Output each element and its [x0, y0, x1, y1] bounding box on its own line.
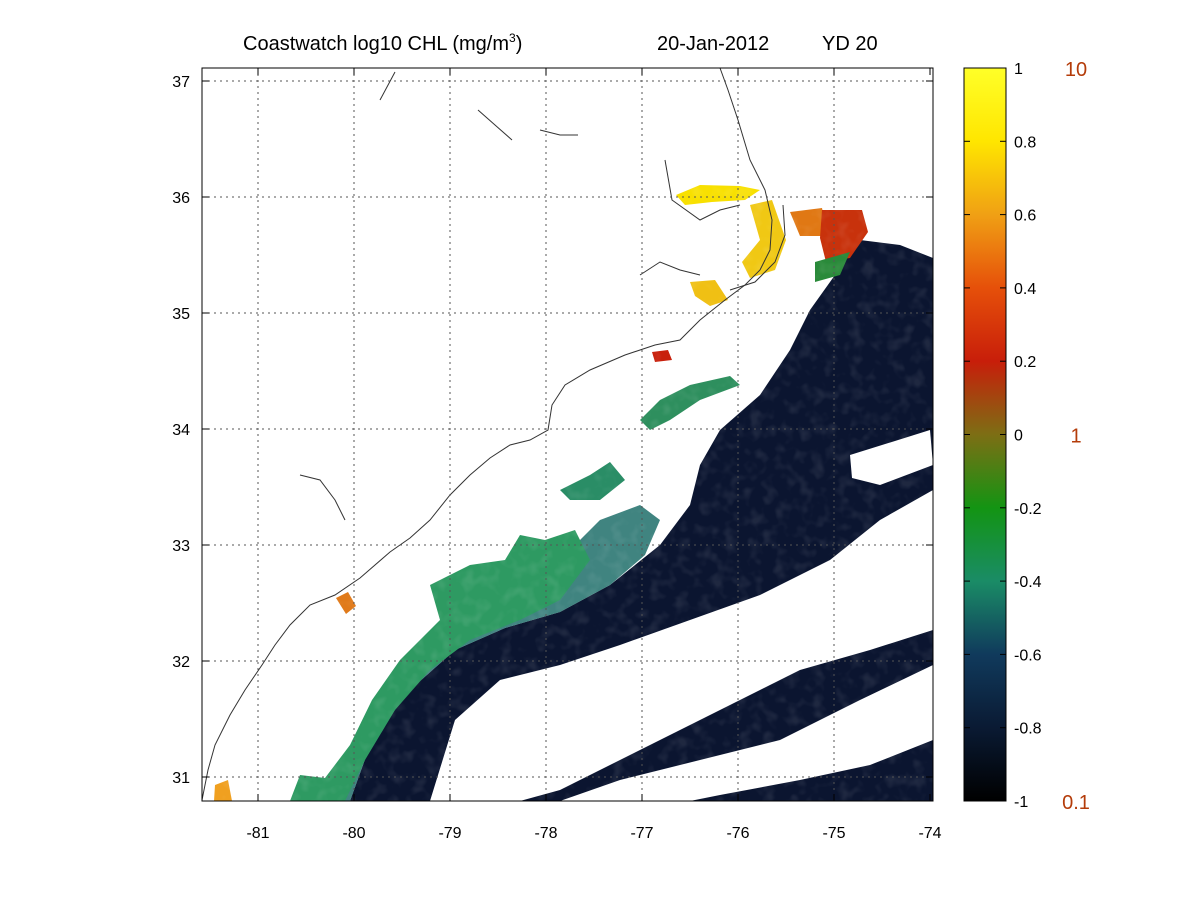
lon-tick-labels: -81 -80 -79 -78 -77 -76 -75 -74	[246, 68, 942, 842]
lon-tick-label: -74	[918, 825, 941, 842]
colorbar-linear-label: 10	[1065, 59, 1087, 81]
figure-title: Coastwatch log10 CHL (mg/m3)	[243, 31, 522, 55]
colorbar-tick-label: -0.4	[1014, 574, 1042, 591]
lon-tick-label: -79	[438, 825, 461, 842]
colorbar-tick-label: 0	[1014, 428, 1023, 445]
lon-tick-label: -81	[246, 825, 269, 842]
map-plot-area	[202, 68, 933, 801]
lon-tick-label: -76	[726, 825, 749, 842]
colorbar-tick-label: 0.2	[1014, 354, 1036, 371]
colorbar-linear-labels: 10 1 0.1	[1062, 59, 1090, 814]
colorbar-tick-label: -0.6	[1014, 647, 1042, 664]
lat-tick-label: 33	[172, 538, 190, 555]
lon-tick-label: -75	[822, 825, 845, 842]
figure-yearday: YD 20	[822, 33, 878, 55]
map-frame	[201, 67, 934, 802]
colorbar-linear-label: 1	[1070, 426, 1081, 448]
lat-tick-label: 31	[172, 770, 190, 787]
lat-tick-label: 34	[172, 422, 190, 439]
colorbar-tick-label: -1	[1014, 794, 1028, 811]
colorbar	[963, 67, 1007, 802]
lon-tick-label: -77	[630, 825, 653, 842]
lat-tick-label: 32	[172, 654, 190, 671]
colorbar-tick-label: -0.2	[1014, 501, 1042, 518]
lon-tick-label: -78	[534, 825, 557, 842]
coastline-islands	[299, 71, 786, 521]
colorbar-tick-label: 0.4	[1014, 281, 1036, 298]
lat-tick-labels: 31 32 33 34 35 36 37	[172, 74, 933, 787]
lon-tick-label: -80	[342, 825, 365, 842]
figure-date: 20-Jan-2012	[657, 33, 769, 55]
colorbar-tick-label: -0.8	[1014, 721, 1042, 738]
lat-tick-label: 36	[172, 190, 190, 207]
colorbar-tick-label: 1	[1014, 61, 1023, 78]
map-grid	[202, 68, 933, 801]
colorbar-tick-label: 0.6	[1014, 208, 1036, 225]
lat-tick-label: 37	[172, 74, 190, 91]
colorbar-linear-label: 0.1	[1062, 792, 1090, 814]
lat-tick-label: 35	[172, 306, 190, 323]
colorbar-tick-label: 0.8	[1014, 134, 1036, 151]
coastline	[202, 68, 773, 801]
colorbar-tick-labels: -1 -0.8 -0.6 -0.4 -0.2 0 0.2 0.4 0.6 0.8 1	[964, 61, 1042, 811]
